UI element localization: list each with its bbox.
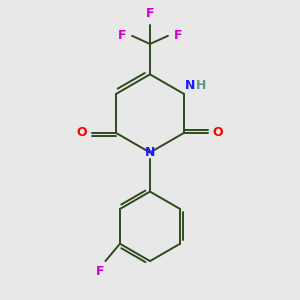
Text: H: H xyxy=(196,79,206,92)
Text: F: F xyxy=(146,7,154,20)
Text: F: F xyxy=(95,266,104,278)
Text: O: O xyxy=(76,127,87,140)
Text: N: N xyxy=(185,79,196,92)
Text: F: F xyxy=(118,29,126,42)
Text: O: O xyxy=(213,127,224,140)
Text: F: F xyxy=(174,29,182,42)
Text: N: N xyxy=(145,146,155,159)
